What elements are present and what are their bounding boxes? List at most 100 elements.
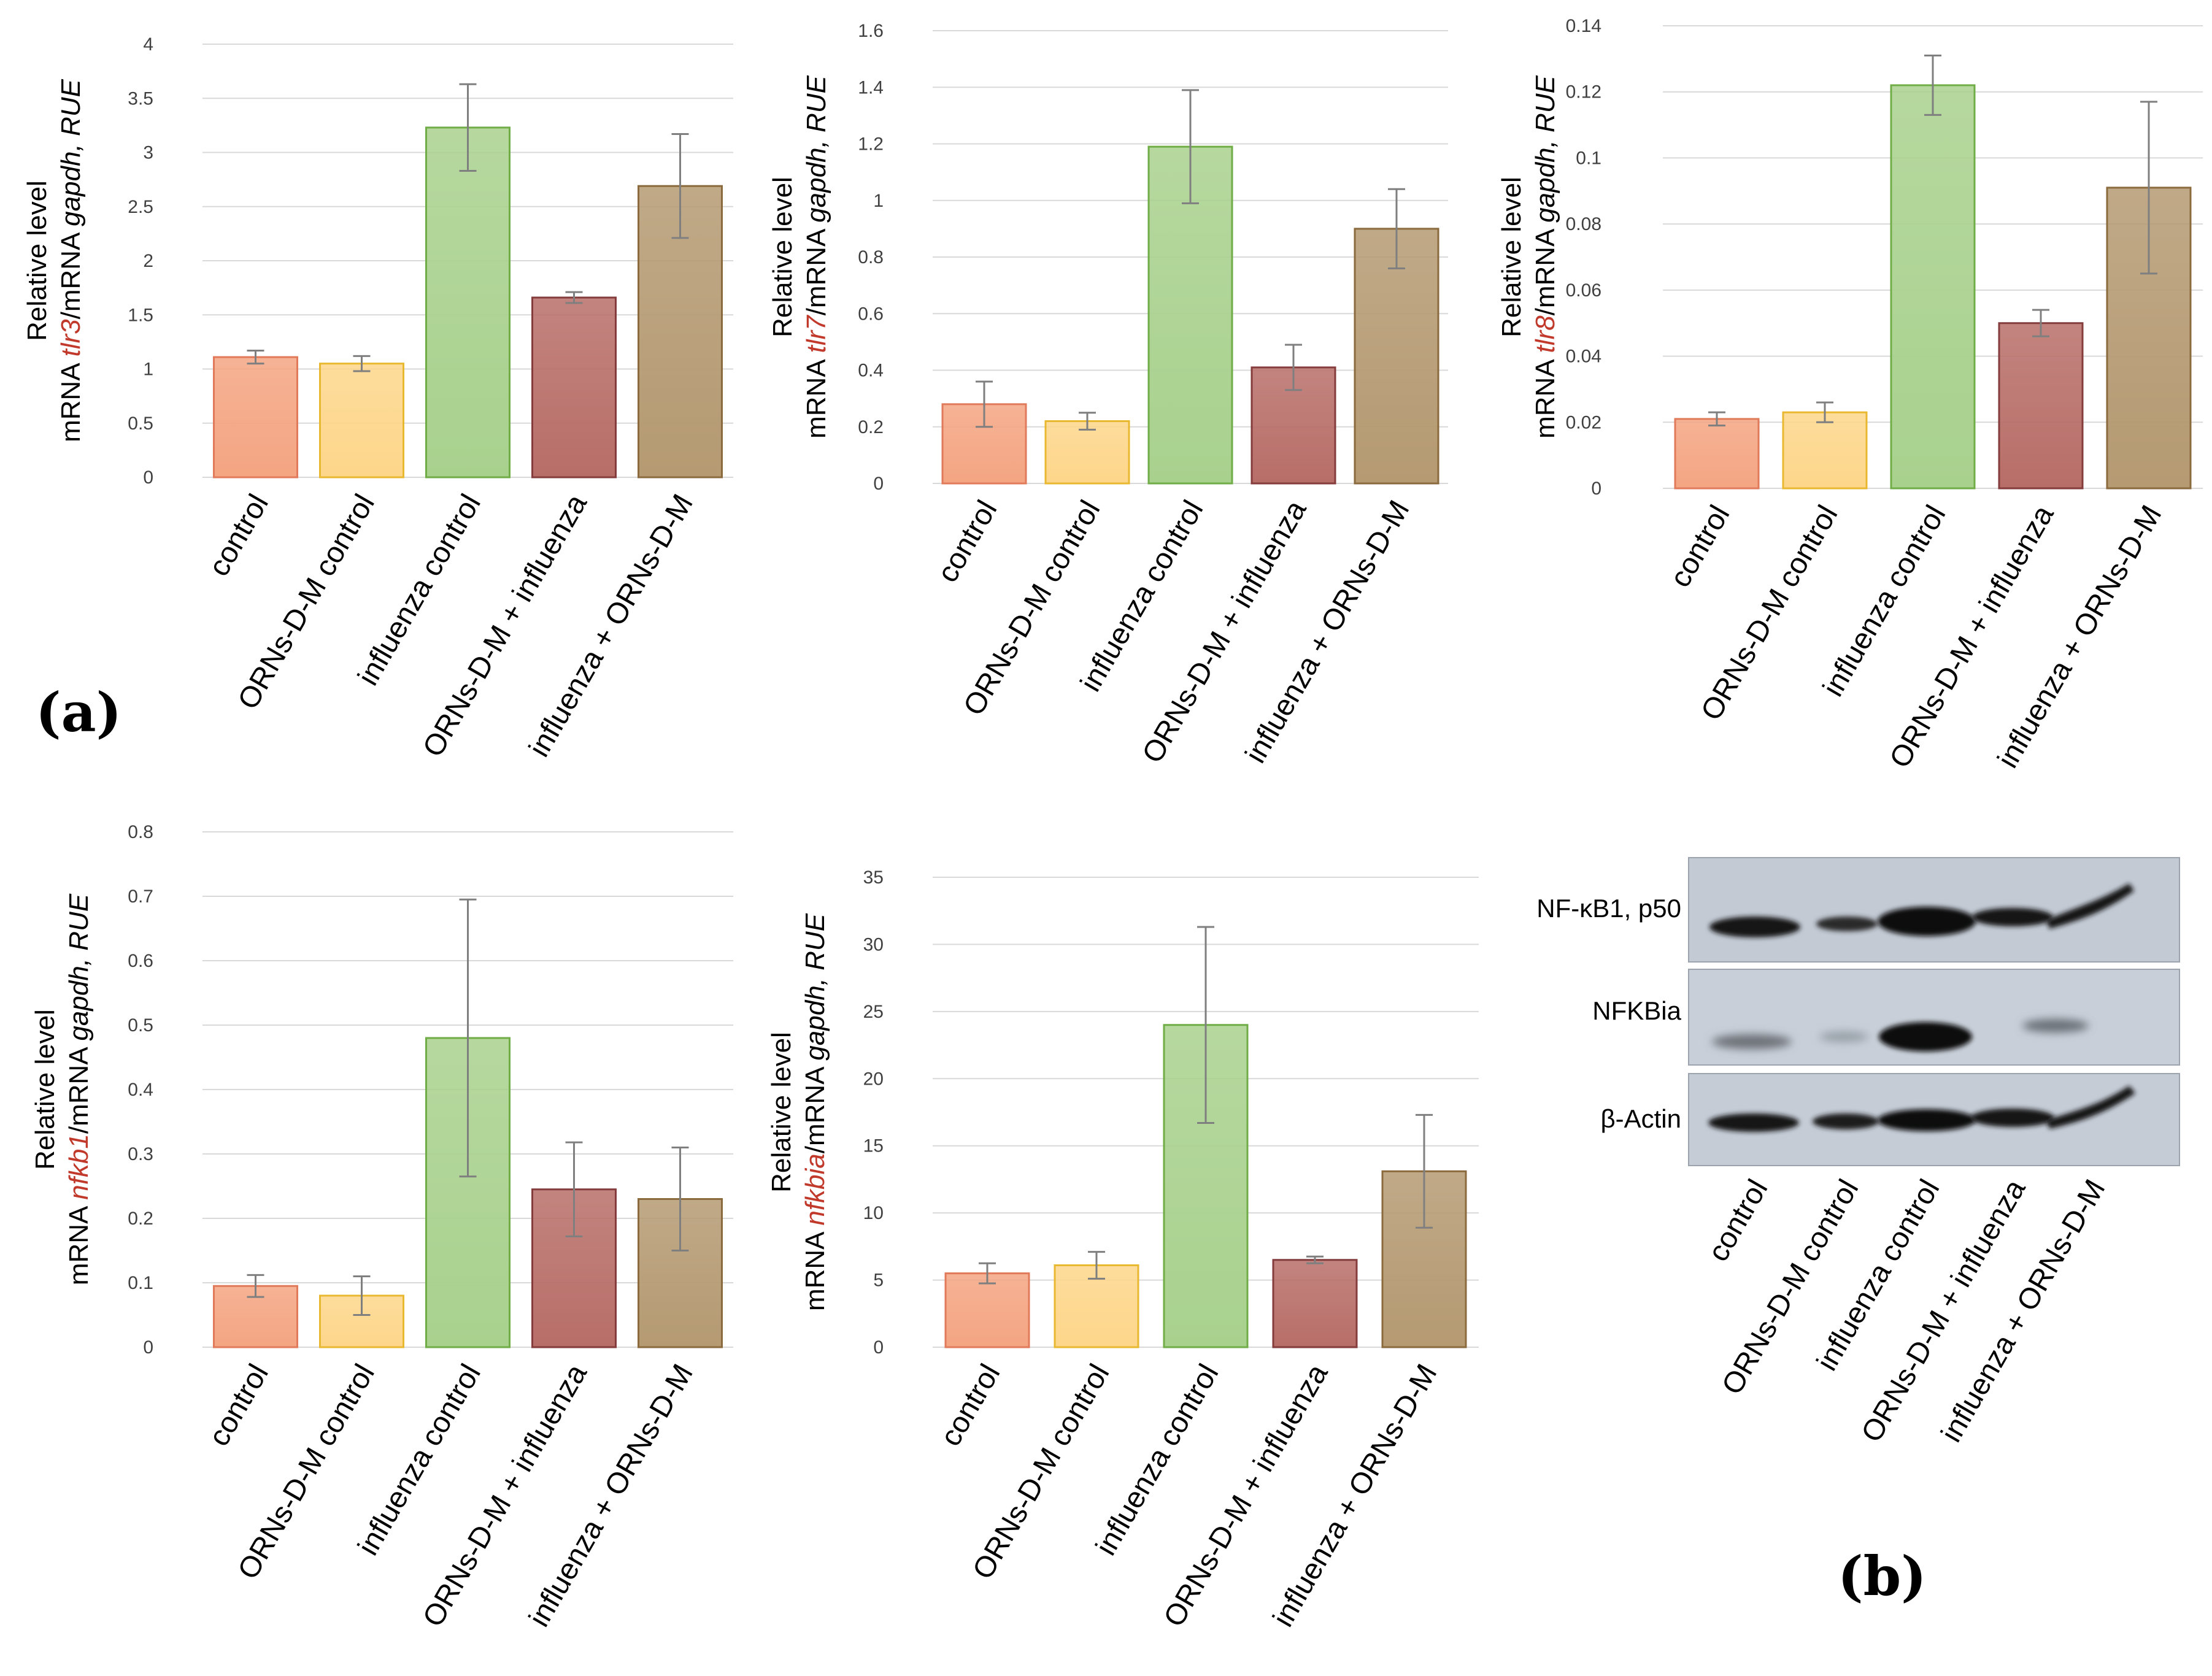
x-category-label: control: [931, 495, 1004, 588]
y-tick-label: 0.4: [128, 1080, 153, 1100]
error-bar: [459, 83, 477, 172]
panel-label-a: (a): [36, 680, 121, 744]
error-bar: [247, 349, 264, 365]
x-category-label: influenza control: [1817, 500, 1952, 702]
y-tick-label: 1.6: [858, 21, 884, 41]
y-tick-label: 0.4: [858, 361, 884, 381]
y-tick-label: 1: [143, 359, 153, 380]
y-axis-title-line2: mRNA nfkb1/mRNA gapdh, RUE: [64, 893, 94, 1285]
error-bar: [1708, 411, 1725, 427]
y-tick-label: 0.08: [1566, 214, 1601, 234]
bar-orns-d-m-control: [1782, 411, 1868, 490]
y-tick-label: 1.4: [858, 77, 884, 98]
y-tick-label: 0.6: [128, 951, 153, 971]
y-tick-label: 1: [873, 191, 884, 211]
bar-influenza-control: [1890, 84, 1976, 490]
y-tick-label: 3.5: [128, 88, 153, 109]
y-tick-label: 0: [873, 474, 884, 494]
bar-influenza-orns-d-m: [1354, 228, 1439, 485]
blot-strip-nfkb1: [1688, 857, 2180, 963]
y-axis-title-line1: Relative level: [30, 1009, 60, 1170]
error-bar: [353, 1275, 371, 1316]
error-bar: [2032, 309, 2049, 337]
error-bar: [1285, 344, 1302, 391]
error-bar: [565, 291, 583, 304]
x-category-label: influenza control: [1090, 1359, 1225, 1561]
blot-label-nfkb1: NF-κB1, p50: [1536, 894, 1681, 923]
y-tick-label: 0.3: [128, 1144, 153, 1164]
error-bar: [1088, 1251, 1105, 1280]
blot-lane-label: control: [1702, 1174, 1775, 1267]
error-bar: [979, 1262, 996, 1285]
y-tick-label: 35: [863, 867, 884, 888]
error-bar: [247, 1274, 264, 1298]
y-axis-title-line1: Relative level: [1497, 177, 1527, 337]
y-tick-label: 0: [143, 467, 153, 488]
bar-orns-d-m-control: [319, 363, 404, 479]
y-tick-label: 0.8: [858, 247, 884, 267]
y-tick-label: 0.8: [128, 822, 153, 842]
y-tick-label: 0.1: [1576, 148, 1601, 168]
y-tick-label: 25: [863, 1002, 884, 1022]
y-tick-label: 1.5: [128, 305, 153, 325]
error-bar: [1816, 401, 1833, 423]
y-tick-label: 0.14: [1566, 16, 1601, 36]
blot-label-actin: β-Actin: [1600, 1104, 1681, 1133]
error-bar: [976, 380, 993, 428]
y-tick-label: 20: [863, 1069, 884, 1089]
y-tick-label: 3: [143, 143, 153, 163]
blot-label-nfkbia: NFKBia: [1592, 996, 1681, 1025]
y-axis-title-line2: mRNA tlr7/mRNA gapdh, RUE: [801, 75, 831, 438]
bar-influenza-control: [425, 126, 511, 479]
bar-control: [944, 1272, 1030, 1348]
error-bar: [1197, 926, 1214, 1124]
error-bar: [1388, 188, 1405, 269]
bar-orns-d-m-control: [1044, 420, 1130, 485]
error-bar: [1182, 89, 1199, 204]
x-category-label: control: [202, 489, 275, 582]
x-category-label: control: [1664, 500, 1736, 593]
y-tick-label: 0: [143, 1337, 153, 1358]
y-tick-label: 2.5: [128, 197, 153, 217]
western-blot: NF-κB1, p50 NFKBia β-Actin controlORNs-D…: [1536, 857, 2180, 1448]
error-bar: [1079, 412, 1096, 431]
blot-strip-actin: [1688, 1073, 2180, 1166]
bar-influenza-orns-d-m: [638, 1198, 723, 1348]
error-bar: [1416, 1113, 1433, 1229]
chart-4: 00.10.20.30.40.50.60.70.8controlORNs-D-M…: [30, 822, 733, 1632]
y-tick-label: 1.2: [858, 134, 884, 155]
error-bar: [1924, 54, 1941, 116]
error-bar: [2140, 101, 2157, 275]
bar-orns-d-m-influenza: [1998, 322, 2084, 490]
x-category-label: control: [935, 1359, 1007, 1451]
y-tick-label: 0: [873, 1337, 884, 1358]
y-axis-title-line2: mRNA nfkbia/mRNA gapdh, RUE: [800, 913, 830, 1311]
bar-control: [213, 356, 298, 479]
chart-3: 00.020.040.060.080.10.120.14controlORNs-…: [1497, 16, 2203, 774]
bar-orns-d-m-influenza: [531, 296, 617, 479]
error-bar: [353, 355, 371, 372]
y-tick-label: 2: [143, 251, 153, 271]
y-tick-label: 0.2: [128, 1209, 153, 1229]
y-tick-label: 0.5: [128, 413, 153, 434]
bar-orns-d-m-influenza: [1272, 1259, 1358, 1348]
error-bar: [671, 133, 689, 239]
y-axis-title-line2: mRNA tlr8/mRNA gapdh, RUE: [1530, 75, 1560, 438]
y-tick-label: 15: [863, 1136, 884, 1156]
y-tick-label: 0.2: [858, 417, 884, 437]
y-axis-title-line1: Relative level: [766, 1032, 796, 1193]
y-axis-title-line1: Relative level: [22, 180, 52, 341]
error-bar: [671, 1147, 689, 1251]
panel-label-b: (b): [1838, 1544, 1927, 1608]
y-tick-label: 10: [863, 1203, 884, 1223]
error-bar: [565, 1141, 583, 1237]
y-tick-label: 0.6: [858, 304, 884, 324]
error-bar: [459, 898, 477, 1178]
y-tick-label: 0.06: [1566, 280, 1601, 301]
y-tick-label: 0.02: [1566, 412, 1601, 432]
